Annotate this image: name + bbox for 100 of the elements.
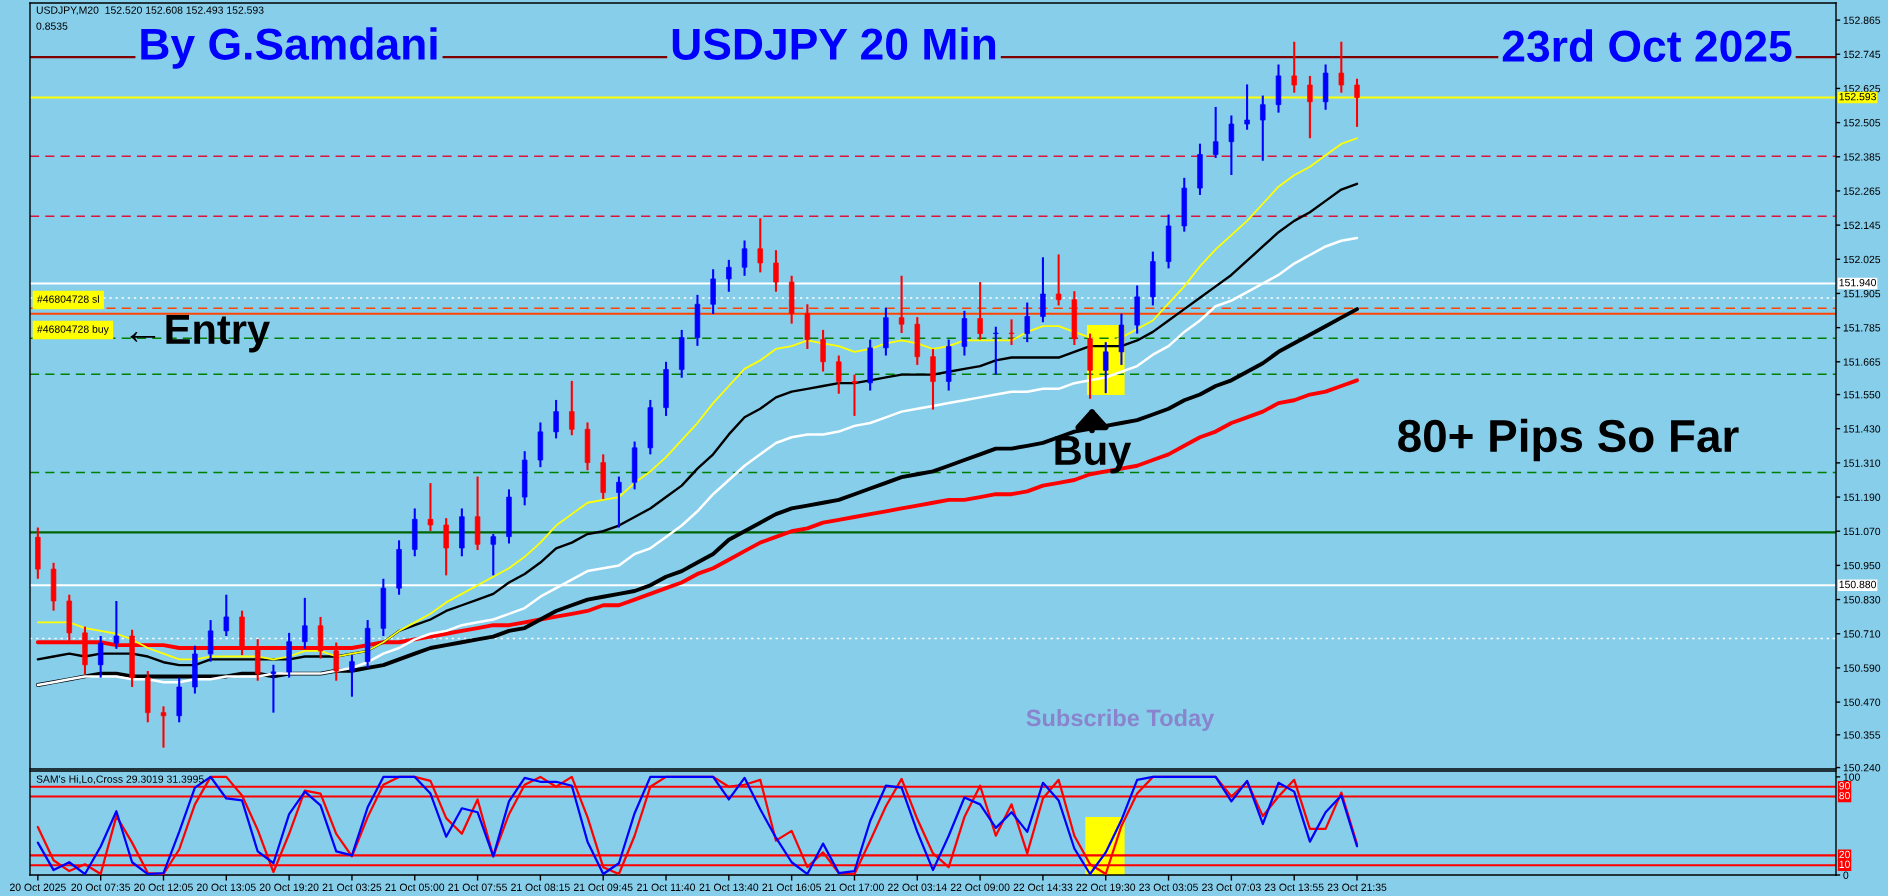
- x-tick-label: 21 Oct 05:00: [385, 883, 445, 891]
- y-tick-label: 152.745: [1843, 50, 1881, 59]
- x-tick-label: 22 Oct 09:00: [950, 883, 1010, 891]
- x-tick-label: 21 Oct 13:40: [699, 883, 759, 891]
- candlestick: [616, 475, 622, 529]
- candlestick: [898, 274, 905, 335]
- candlestick: [1055, 253, 1062, 307]
- y-tick-label: 151.905: [1843, 289, 1881, 298]
- y-tick-label: 150.710: [1843, 630, 1881, 638]
- y-tick-label: 152.265: [1843, 187, 1881, 195]
- annotation: 80+ Pips So Far: [1398, 418, 1739, 462]
- candlestick: [773, 249, 779, 293]
- annotation: Buy: [1055, 436, 1132, 474]
- annotation: #46804728 sl: [37, 295, 99, 303]
- ref-line-label: 151.940: [1839, 278, 1877, 287]
- y-tick-label: 150.830: [1843, 596, 1881, 604]
- candlestick: [97, 634, 104, 679]
- x-tick-label: 21 Oct 16:05: [762, 883, 822, 891]
- x-tick-label: 20 Oct 2025: [10, 883, 66, 891]
- x-tick-label: 21 Oct 08:15: [511, 883, 570, 891]
- ref-line-label: 152.593: [1839, 92, 1876, 101]
- y-tick-label: 150.470: [1843, 698, 1881, 706]
- ref-line-label: 20: [1839, 850, 1850, 859]
- candlestick: [993, 325, 999, 376]
- x-tick-label: 22 Oct 03:14: [888, 883, 947, 891]
- candlestick: [569, 379, 575, 437]
- candlestick: [726, 258, 732, 293]
- x-tick-label: 22 Oct 14:33: [1013, 883, 1073, 891]
- annotation: ←Entry: [130, 315, 270, 353]
- candlestick: [836, 354, 842, 395]
- x-tick-label: 23 Oct 13:55: [1264, 883, 1324, 891]
- candlestick: [741, 239, 748, 277]
- y-tick-label: 151.665: [1843, 358, 1881, 366]
- candlestick: [553, 398, 559, 440]
- y-tick-label: 0: [1843, 871, 1849, 879]
- y-tick-label: 152.505: [1843, 119, 1881, 127]
- candlestick: [160, 705, 167, 749]
- candlestick: [1040, 256, 1046, 324]
- ref-line-label: 80: [1839, 791, 1850, 800]
- candlestick: [1260, 94, 1266, 162]
- annotation: USDJPY,M20 152.520 152.608 152.493 152.593: [36, 6, 264, 16]
- candlestick: [1338, 40, 1345, 94]
- y-tick-label: 152.385: [1843, 153, 1881, 161]
- x-tick-label: 23 Oct 21:35: [1327, 883, 1387, 891]
- candlestick: [1244, 83, 1250, 131]
- y-tick-label: 100: [1843, 773, 1860, 781]
- candlestick: [207, 619, 214, 663]
- y-tick-label: 152.865: [1843, 16, 1881, 24]
- candlestick: [113, 599, 120, 650]
- y-tick-label: 151.190: [1843, 493, 1881, 501]
- x-tick-label: 20 Oct 13:05: [197, 883, 256, 891]
- x-tick-label: 23 Oct 07:03: [1202, 883, 1261, 891]
- x-tick-label: 21 Oct 17:00: [825, 883, 884, 891]
- ref-line-label: 90: [1839, 782, 1850, 790]
- x-tick-label: 21 Oct 03:25: [322, 883, 382, 891]
- annotation: 23rd Oct 2025: [1502, 29, 1792, 62]
- x-tick-label: 23 Oct 03:05: [1139, 883, 1198, 891]
- candlestick: [977, 281, 983, 341]
- candlestick: [757, 217, 763, 274]
- candlestick: [490, 533, 496, 577]
- y-tick-label: 151.785: [1843, 324, 1881, 332]
- candlestick: [1024, 301, 1030, 344]
- y-tick-label: 151.310: [1843, 459, 1881, 467]
- candlestick: [270, 663, 277, 714]
- chart-title: USDJPY 20 Min: [672, 27, 996, 60]
- ref-line-label: 150.880: [1839, 580, 1877, 589]
- candlestick: [1307, 74, 1313, 140]
- y-tick-label: 151.070: [1843, 527, 1881, 536]
- x-tick-label: 21 Oct 11:40: [637, 883, 696, 891]
- annotation: By G.Samdani: [141, 27, 437, 69]
- candlestick: [1103, 341, 1109, 395]
- candlestick: [1008, 318, 1015, 347]
- annotation: #46804728 buy: [37, 325, 109, 335]
- candlestick: [1354, 77, 1360, 128]
- y-tick-label: 151.550: [1843, 391, 1881, 399]
- candlestick: [223, 593, 230, 638]
- candlestick: [820, 328, 826, 373]
- x-tick-label: 22 Oct 19:30: [1076, 883, 1136, 891]
- x-tick-label: 21 Oct 09:45: [573, 883, 633, 891]
- x-tick-label: 20 Oct 07:35: [71, 883, 131, 891]
- y-tick-label: 152.145: [1843, 221, 1881, 229]
- ref-line-label: 10: [1839, 860, 1850, 868]
- candlestick: [851, 373, 858, 417]
- candlestick: [349, 654, 355, 698]
- y-tick-label: 150.240: [1843, 764, 1881, 772]
- candlestick: [443, 517, 449, 577]
- y-tick-label: 150.590: [1843, 664, 1881, 672]
- candlestick: [427, 482, 434, 532]
- y-tick-label: 152.625: [1843, 84, 1881, 93]
- candlestick: [1212, 105, 1219, 159]
- candlestick: [1228, 114, 1235, 177]
- y-tick-label: 151.430: [1843, 425, 1881, 433]
- y-tick-label: 150.950: [1843, 561, 1881, 570]
- y-tick-label: 152.025: [1843, 255, 1881, 264]
- candlestick: [1291, 40, 1297, 94]
- x-tick-label: 20 Oct 12:05: [134, 883, 193, 891]
- x-tick-label: 20 Oct 19:20: [259, 883, 319, 891]
- y-tick-label: 150.355: [1843, 731, 1881, 739]
- candlestick: [302, 596, 308, 650]
- annotation: 0.8535: [36, 22, 68, 30]
